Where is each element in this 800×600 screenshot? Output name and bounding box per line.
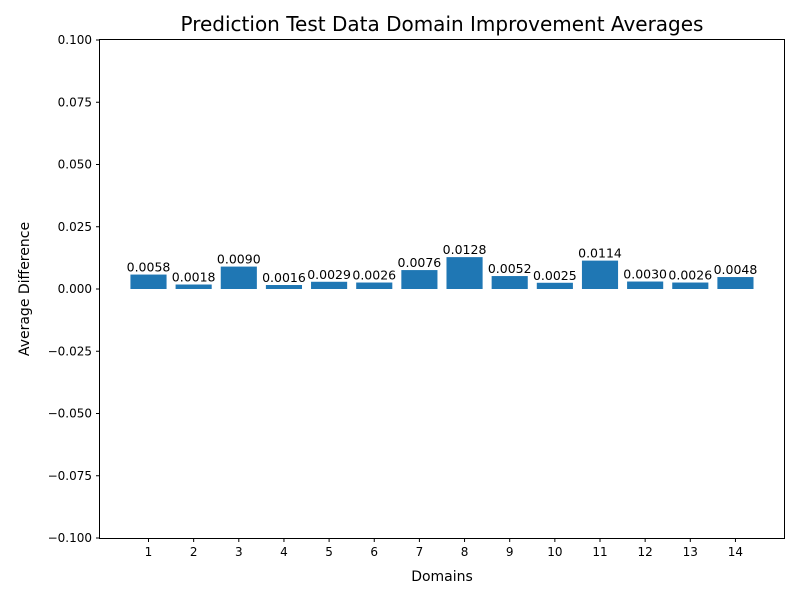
y-tick-label: −0.025 bbox=[48, 344, 92, 358]
bar bbox=[627, 281, 664, 289]
x-tick-label: 13 bbox=[683, 545, 698, 559]
bar bbox=[672, 282, 709, 289]
y-axis-label: Average Difference bbox=[17, 222, 33, 356]
data-label: 0.0026 bbox=[352, 268, 396, 283]
bar bbox=[581, 260, 619, 289]
x-tick-label: 14 bbox=[728, 545, 743, 559]
data-label: 0.0029 bbox=[307, 267, 351, 282]
bar bbox=[491, 276, 528, 289]
data-label: 0.0128 bbox=[443, 242, 487, 257]
y-tick-label: 0.100 bbox=[58, 33, 92, 47]
bar bbox=[175, 284, 212, 289]
y-tick-label: −0.050 bbox=[48, 407, 92, 421]
data-label: 0.0114 bbox=[578, 246, 622, 261]
x-tick-label: 2 bbox=[190, 545, 198, 559]
y-tick-label: −0.075 bbox=[48, 469, 92, 483]
data-label: 0.0030 bbox=[623, 267, 667, 282]
y-tick-label: −0.100 bbox=[48, 531, 92, 545]
data-label: 0.0058 bbox=[127, 260, 171, 275]
x-tick-label: 11 bbox=[592, 545, 607, 559]
x-tick-label: 4 bbox=[280, 545, 288, 559]
data-label: 0.0090 bbox=[217, 252, 261, 267]
data-label: 0.0025 bbox=[533, 268, 577, 283]
x-tick-label: 6 bbox=[370, 545, 378, 559]
bar bbox=[717, 277, 754, 289]
bar bbox=[356, 282, 393, 289]
data-label: 0.0016 bbox=[262, 270, 306, 285]
bar bbox=[536, 282, 573, 289]
data-label: 0.0052 bbox=[488, 261, 532, 276]
y-tick-label: 0.075 bbox=[58, 95, 92, 109]
bar bbox=[401, 270, 438, 289]
ticks-group: 1 2 3 4 5 6 7 8 9 10 11 12 13 140.1000.0750.0500.0250… bbox=[48, 33, 744, 559]
y-tick-label: 0.050 bbox=[58, 158, 92, 172]
data-label: 0.0076 bbox=[398, 255, 442, 270]
y-tick-label: 0.000 bbox=[58, 282, 92, 296]
chart-title: Prediction Test Data Domain Improvement … bbox=[181, 12, 704, 36]
x-tick-label: 12 bbox=[638, 545, 653, 559]
plot-frame bbox=[99, 39, 785, 539]
x-tick-label: 3 bbox=[235, 545, 243, 559]
bar bbox=[130, 274, 167, 289]
x-axis-label: Domains bbox=[411, 569, 473, 585]
x-tick-label: 8 bbox=[461, 545, 469, 559]
data-label: 0.0026 bbox=[668, 268, 712, 283]
x-tick-label: 5 bbox=[325, 545, 333, 559]
bar bbox=[311, 281, 348, 289]
bar bbox=[220, 266, 257, 289]
y-tick-label: 0.025 bbox=[58, 220, 92, 234]
data-label: 0.0018 bbox=[172, 270, 216, 285]
data-label: 0.0048 bbox=[714, 262, 758, 277]
x-tick-label: 10 bbox=[547, 545, 562, 559]
bar bbox=[446, 257, 483, 289]
x-tick-label: 9 bbox=[506, 545, 514, 559]
x-tick-label: 1 bbox=[145, 545, 153, 559]
x-tick-label: 7 bbox=[416, 545, 424, 559]
bar bbox=[265, 285, 303, 289]
